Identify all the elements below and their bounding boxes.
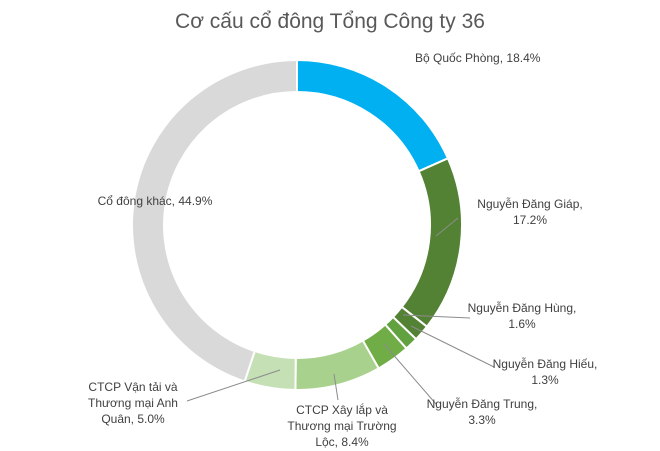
- slice-label-line: 17.2%: [513, 213, 547, 227]
- slice-label-6: CTCP Vận tải và Thương mại Anh Quân, 5.0%: [88, 380, 178, 426]
- slice-label-line: Lộc, 8.4%: [315, 435, 369, 449]
- slice-label-line: Nguyễn Đăng Hùng,: [468, 300, 577, 315]
- leader-line-5: [333, 373, 339, 401]
- slice-label-line: 1.6%: [508, 317, 536, 331]
- slice-5: [294, 339, 381, 391]
- slice-label-line: Thương mại Anh: [88, 396, 178, 410]
- slice-label-line: Cổ đông khác, 44.9%: [98, 194, 213, 208]
- slice-7: [131, 58, 298, 383]
- slice-label-0: Bộ Quốc Phòng, 18.4%: [415, 51, 541, 65]
- slice-label-line: Quân, 5.0%: [101, 412, 165, 426]
- slice-label-line: Nguyễn Đăng Giáp,: [477, 196, 582, 211]
- leader-line-6: [186, 369, 281, 402]
- chart-title: Cơ cấu cổ đông Tổng Công ty 36: [175, 10, 485, 33]
- slice-label-line: CTCP Xây lắp và: [296, 402, 388, 417]
- slice-label-1: Nguyễn Đăng Giáp, 17.2%: [477, 196, 582, 227]
- slice-label-line: Bộ Quốc Phòng, 18.4%: [415, 51, 541, 65]
- slice-label-line: 1.3%: [531, 373, 559, 387]
- slice-1: [400, 157, 463, 329]
- slice-label-2: Nguyễn Đăng Hùng, 1.6%: [468, 300, 577, 331]
- slice-label-line: Thương mại Trường: [287, 419, 396, 433]
- leader-line-3: [410, 325, 495, 368]
- slice-label-line: CTCP Vận tải và: [88, 380, 177, 394]
- slice-label-3: Nguyễn Đăng Hiếu, 1.3%: [493, 356, 598, 387]
- leader-line-4: [383, 343, 437, 405]
- slice-label-line: 3.3%: [468, 413, 496, 427]
- slice-label-line: Nguyễn Đăng Trung,: [427, 396, 538, 411]
- slice-label-4: Nguyễn Đăng Trung, 3.3%: [427, 396, 538, 427]
- slice-0: [296, 58, 450, 173]
- slice-label-5: CTCP Xây lắp và Thương mại Trường Lộc, 8.4…: [287, 402, 396, 449]
- slice-label-line: Nguyễn Đăng Hiếu,: [493, 356, 598, 371]
- slice-label-7: Cổ đông khác, 44.9%: [98, 194, 213, 208]
- leader-line-1: [435, 217, 459, 237]
- leader-line-2: [402, 314, 471, 319]
